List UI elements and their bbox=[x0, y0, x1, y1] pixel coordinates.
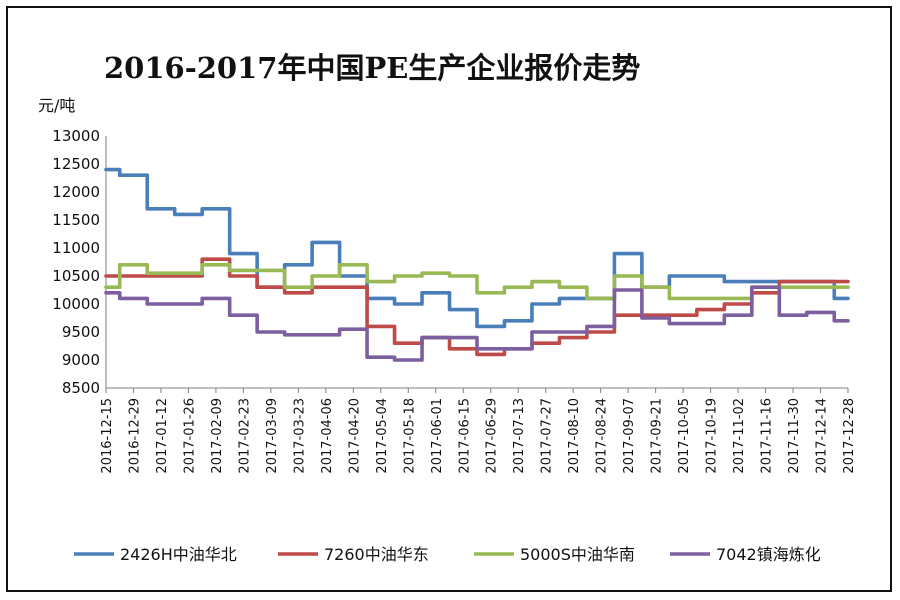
series-line-3 bbox=[104, 263, 850, 301]
chart-title: 2016-2017年中国PE生产企业报价走势 bbox=[104, 51, 640, 85]
x-tick-label: 2017-07-13 bbox=[512, 398, 527, 474]
x-tick-label: 2017-03-09 bbox=[265, 398, 280, 474]
x-tick-label: 2016-12-29 bbox=[127, 398, 142, 474]
x-tick-label: 2017-06-01 bbox=[430, 398, 445, 474]
x-tick-label: 2017-11-16 bbox=[760, 398, 775, 474]
y-tick-label: 12500 bbox=[52, 155, 100, 173]
x-tick-label: 2016-12-15 bbox=[100, 398, 115, 474]
x-tick-label: 2017-09-07 bbox=[622, 398, 637, 474]
x-tick-labels: 2016-12-15 2016-12-29 2017-01-12 2017-01-26… bbox=[100, 398, 857, 474]
x-tick-label: 2017-12-14 bbox=[815, 398, 830, 474]
x-tick-label: 2017-07-27 bbox=[540, 398, 555, 474]
x-tick-label: 2017-08-24 bbox=[595, 398, 610, 474]
x-tick-label: 2017-01-26 bbox=[182, 398, 197, 474]
legend-label: 5000S中油华南 bbox=[520, 545, 635, 564]
line-chart: 2016-2017年中国PE生产企业报价走势 元/吨 13000 12500 120… bbox=[38, 51, 857, 564]
y-tick-label: 8500 bbox=[62, 379, 100, 397]
series-lines bbox=[104, 167, 850, 362]
y-tick-label: 10500 bbox=[52, 267, 100, 285]
x-tick-label: 2017-05-04 bbox=[375, 398, 390, 474]
series-line-4 bbox=[104, 285, 850, 362]
x-tick-label: 2017-02-23 bbox=[237, 398, 252, 474]
legend-label: 7260中油华东 bbox=[324, 545, 429, 564]
legend-label: 7042镇海炼化 bbox=[716, 545, 821, 564]
series-line-1 bbox=[104, 167, 850, 329]
legend-label: 2426H中油华北 bbox=[120, 545, 237, 564]
x-tick-label: 2017-05-18 bbox=[402, 398, 417, 474]
chart-frame: 2016-2017年中国PE生产企业报价走势 元/吨 13000 12500 120… bbox=[6, 6, 892, 592]
x-tick-label: 2017-02-09 bbox=[210, 398, 225, 474]
x-tick-label: 2017-06-15 bbox=[457, 398, 472, 474]
y-tick-label: 11500 bbox=[52, 211, 100, 229]
x-tick-label: 2017-11-02 bbox=[732, 398, 747, 474]
y-tick-label: 9500 bbox=[62, 323, 100, 341]
x-tick-label: 2017-01-12 bbox=[155, 398, 170, 474]
y-tick-label: 9000 bbox=[62, 351, 100, 369]
y-tick-label: 13000 bbox=[52, 127, 100, 145]
x-tick-label: 2017-03-23 bbox=[292, 398, 307, 474]
x-tick-label: 2017-10-19 bbox=[705, 398, 720, 474]
y-axis-unit: 元/吨 bbox=[38, 96, 75, 115]
x-tick-label: 2017-04-06 bbox=[320, 398, 335, 474]
y-tick-label: 12000 bbox=[52, 183, 100, 201]
x-tick-label: 2017-10-05 bbox=[677, 398, 692, 474]
y-tick-label: 10000 bbox=[52, 295, 100, 313]
x-tick-label: 2017-04-20 bbox=[347, 398, 362, 474]
x-tick-label: 2017-12-28 bbox=[842, 398, 857, 474]
x-tick-label: 2017-08-10 bbox=[567, 398, 582, 474]
x-tick-marks bbox=[105, 388, 849, 393]
x-tick-label: 2017-11-30 bbox=[787, 398, 802, 474]
x-tick-label: 2017-09-21 bbox=[650, 398, 665, 474]
y-tick-label: 11000 bbox=[52, 239, 100, 257]
y-tick-labels: 13000 12500 12000 11500 11000 10500 10000 9500 9… bbox=[52, 127, 100, 397]
series-line-2 bbox=[104, 257, 850, 357]
x-tick-label: 2017-06-29 bbox=[485, 398, 500, 474]
legend: 2426H中油华北 7260中油华东 5000S中油华南 7042镇海炼化 bbox=[74, 545, 821, 564]
